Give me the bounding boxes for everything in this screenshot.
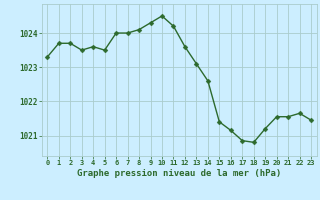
X-axis label: Graphe pression niveau de la mer (hPa): Graphe pression niveau de la mer (hPa) <box>77 169 281 178</box>
